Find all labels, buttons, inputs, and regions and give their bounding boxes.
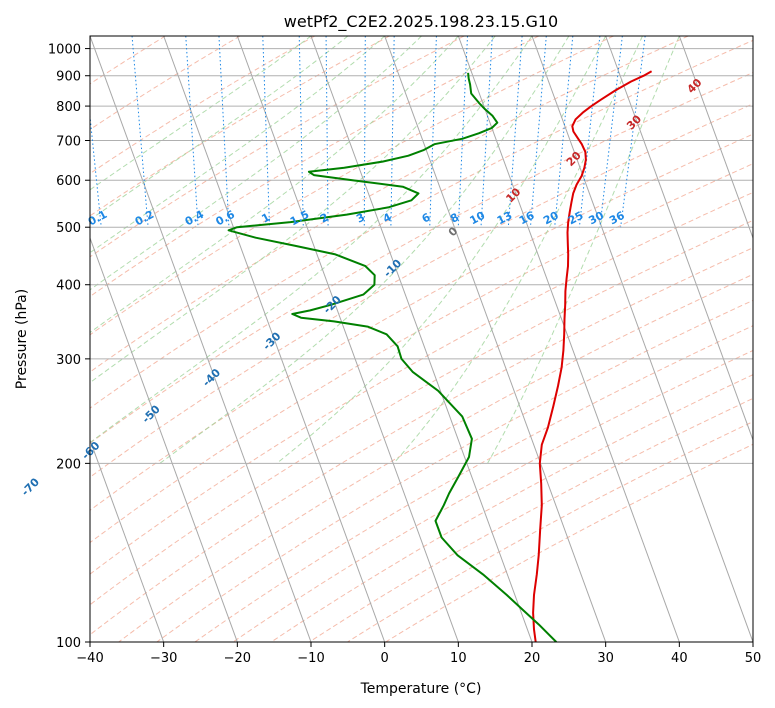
mixing-ratio-label: 13 — [495, 209, 515, 228]
mixing-ratio-label: 30 — [586, 209, 606, 228]
mixing-ratio-line — [578, 36, 601, 228]
x-tick-label: −10 — [297, 651, 324, 666]
dry-adiabat — [90, 36, 390, 217]
x-tick-label: 0 — [381, 651, 389, 666]
x-tick-label: −20 — [224, 651, 251, 666]
mixing-ratio-label: 10 — [468, 209, 488, 228]
y-tick-label: 900 — [56, 70, 81, 85]
dry-adiabat — [118, 273, 753, 642]
mixing-ratio-label: 20 — [541, 209, 561, 228]
dry-adiabat — [90, 72, 753, 444]
dry-adiabat — [90, 163, 753, 544]
x-tick-label: −40 — [76, 651, 103, 666]
isotherm — [310, 36, 533, 642]
mixing-ratio-line — [599, 36, 623, 228]
moist-adiabat — [393, 36, 643, 464]
grid-layer — [90, 36, 753, 642]
y-tick-label: 300 — [56, 353, 81, 368]
isotherm — [678, 36, 753, 240]
x-axis-title: Temperature (°C) — [360, 681, 482, 697]
dry-adiabat — [90, 219, 753, 606]
dry-adiabat — [90, 36, 241, 131]
mixing-ratio-label: 16 — [517, 209, 537, 228]
y-tick-label: 200 — [56, 457, 81, 472]
x-tick-label: 20 — [524, 651, 541, 666]
isotherm — [236, 36, 459, 642]
moist-adiabat — [90, 36, 496, 384]
mixing-ratio-line — [90, 111, 102, 228]
dry-adiabat — [90, 36, 465, 258]
isotherm — [457, 36, 680, 642]
x-tick-label: 30 — [597, 651, 614, 666]
isotherm — [531, 36, 753, 642]
moist-adiabat — [90, 36, 349, 221]
chart-title: wetPf2_C2E2.2025.198.23.15.G10 — [284, 12, 558, 32]
dry-adiabat — [90, 103, 753, 478]
x-tick-label: −30 — [150, 651, 177, 666]
temperature-profile — [532, 70, 653, 642]
y-axis-title: Pressure (hPa) — [14, 289, 30, 389]
mixing-ratio-label: 36 — [607, 209, 627, 228]
x-tick-label: 50 — [745, 651, 762, 666]
isotherm — [384, 36, 607, 642]
isotherm — [163, 36, 386, 642]
moist-adiabat — [90, 36, 459, 334]
series-layer — [227, 70, 653, 642]
mixing-ratio-label: 25 — [566, 209, 586, 228]
mixing-ratio-line — [554, 36, 574, 228]
moist-adiabat — [90, 36, 386, 254]
x-tick-label: 10 — [450, 651, 467, 666]
isotherm — [90, 236, 238, 642]
y-tick-label: 100 — [56, 636, 81, 651]
dry-adiabat — [90, 36, 689, 373]
isotherm — [90, 36, 312, 642]
mixing-ratio-line — [620, 36, 646, 228]
dry-adiabat — [90, 247, 753, 636]
isotherm — [90, 438, 165, 642]
isotherm — [605, 36, 753, 442]
y-tick-label: 700 — [56, 134, 81, 149]
axes: −40 −30 −20 −10 0 10 20 30 40 50 100 200 300 400 500 60… — [48, 43, 761, 666]
y-tick-label: 500 — [56, 221, 81, 236]
moist-adiabat — [90, 36, 533, 444]
y-tick-label: 400 — [56, 279, 81, 294]
dry-adiabat — [90, 36, 614, 336]
moist-adiabat — [276, 36, 607, 464]
y-tick-label: 600 — [56, 174, 81, 189]
x-tick-label: 40 — [671, 651, 688, 666]
y-tick-label: 1000 — [48, 43, 81, 58]
moist-adiabat — [487, 36, 680, 464]
moist-adiabat — [90, 36, 422, 291]
dewpoint-profile — [227, 72, 558, 642]
plot-frame — [89, 35, 754, 643]
y-tick-label: 800 — [56, 100, 81, 115]
dry-adiabat — [90, 133, 753, 511]
moist-adiabat — [90, 36, 312, 191]
dry-adiabat — [90, 36, 315, 175]
